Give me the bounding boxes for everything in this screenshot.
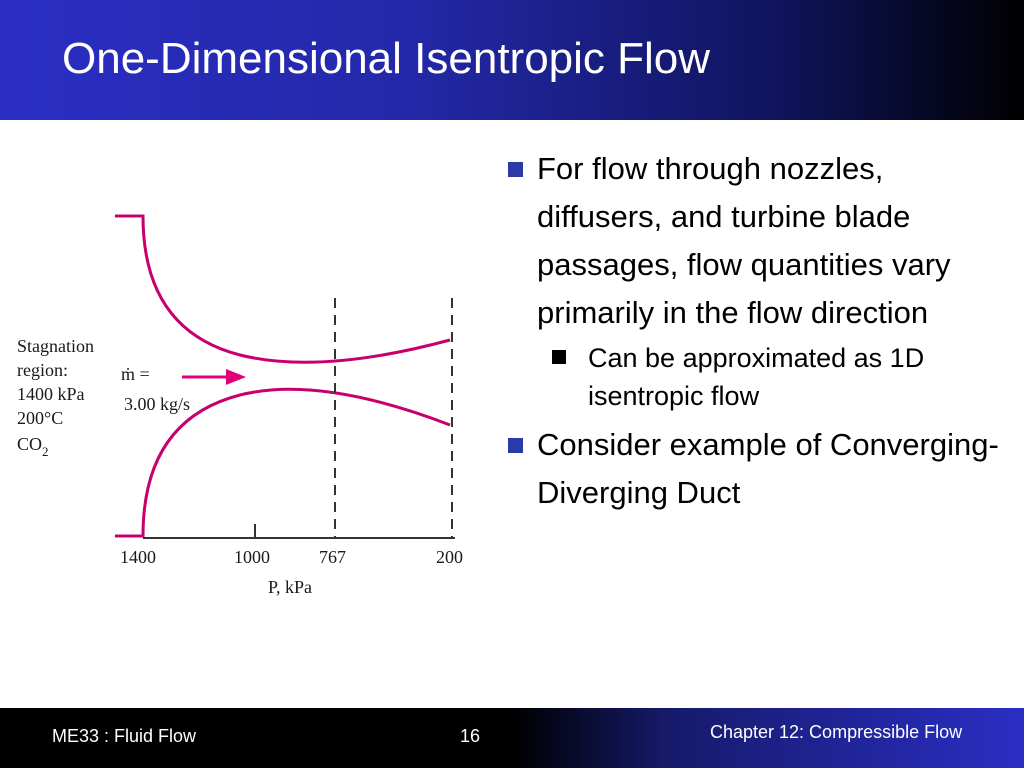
duct-lower-wall [115, 387, 451, 538]
sub-bullet-text: Can be approximated as 1D isentropic flo… [588, 343, 925, 411]
bullet-square-icon [508, 438, 523, 453]
region-label-line: region: [17, 360, 68, 380]
bullet-text: Consider example of Converging-Diverging… [537, 427, 999, 510]
tick-label-767: 767 [319, 547, 346, 567]
gas-label: CO2 [17, 434, 49, 459]
title-bar [0, 0, 1024, 120]
region-label-line: 200°C [17, 408, 63, 428]
footer-chapter: Chapter 12: Compressible Flow [710, 722, 963, 742]
footer-page-number: 16 [460, 726, 481, 746]
duct-upper-wall [115, 214, 451, 364]
duct-diagram: Stagnation region: 1400 kPa 200°C CO2 ṁ … [17, 214, 463, 597]
gas-subscript: 2 [42, 444, 49, 459]
footer-right-band [512, 708, 1024, 768]
tick-label-1000: 1000 [234, 547, 270, 567]
flow-arrow-head [226, 369, 246, 385]
sub-bullet-item: Can be approximated as 1D isentropic flo… [500, 339, 1010, 415]
slide-title: One-Dimensional Isentropic Flow [62, 34, 711, 83]
tick-label-200: 200 [436, 547, 463, 567]
gas-base: CO [17, 434, 42, 454]
bullet-item: Consider example of Converging-Diverging… [500, 421, 1010, 517]
bullet-list: For flow through nozzles, diffusers, and… [500, 145, 1010, 517]
bullet-square-icon [508, 162, 523, 177]
bullet-text: For flow through nozzles, diffusers, and… [537, 151, 951, 330]
sub-bullet-square-icon [552, 350, 566, 364]
bullet-item: For flow through nozzles, diffusers, and… [500, 145, 1010, 337]
tick-label-1400: 1400 [120, 547, 156, 567]
mass-flow-value: 3.00 kg/s [124, 394, 190, 414]
footer-left-band [0, 708, 512, 768]
axis-label: P, kPa [268, 577, 312, 597]
region-label-line: Stagnation [17, 336, 94, 356]
region-label-line: 1400 kPa [17, 384, 85, 404]
footer-course: ME33 : Fluid Flow [52, 726, 197, 746]
mass-flow-symbol: ṁ = [121, 364, 150, 384]
